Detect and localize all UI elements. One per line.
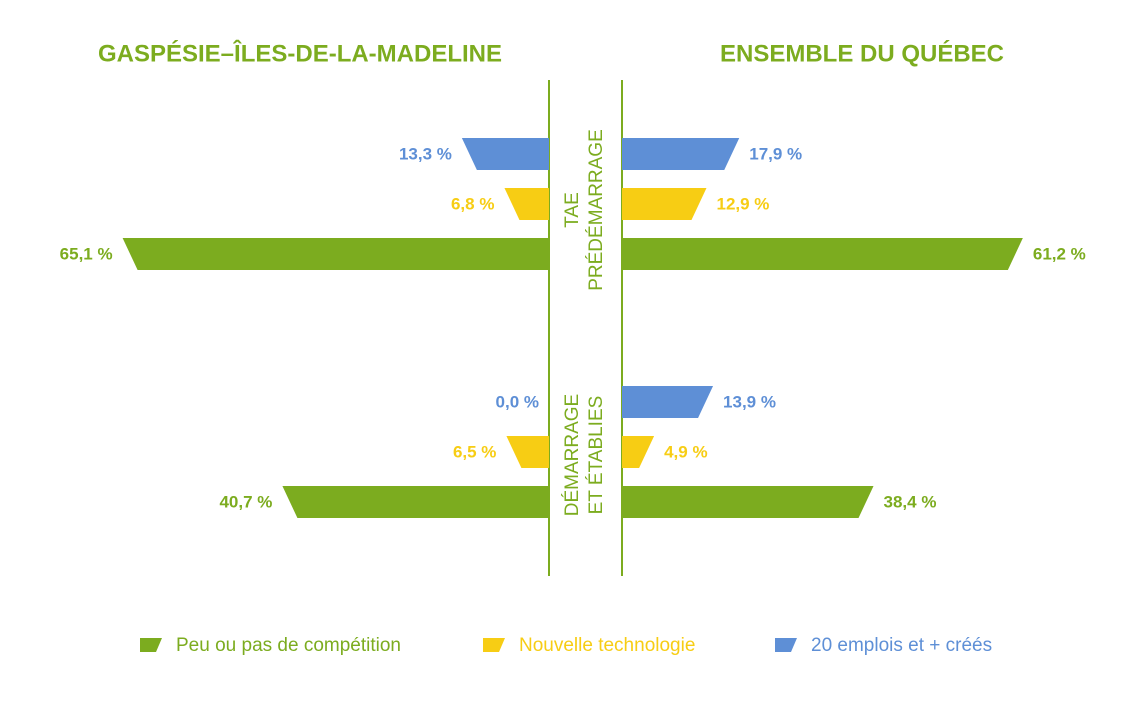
legend-label: 20 emplois et + créés [811, 635, 992, 656]
bar [506, 436, 549, 468]
panel-title: ENSEMBLE DU QUÉBEC [720, 39, 1004, 67]
data-label: 13,9 % [723, 392, 776, 411]
legend-swatch [483, 638, 505, 652]
bar [622, 436, 655, 468]
data-label: 6,8 % [451, 194, 494, 213]
data-label: 61,2 % [1033, 244, 1086, 263]
data-label: 0,0 % [496, 392, 539, 411]
category-label: ET ÉTABLIES [586, 396, 607, 515]
data-label: 13,3 % [399, 144, 452, 163]
data-label: 6,5 % [453, 442, 496, 461]
bar [622, 238, 1023, 270]
bar [461, 138, 549, 170]
bar [504, 188, 549, 220]
data-label: 40,7 % [219, 492, 272, 511]
panel-title: GASPÉSIE–ÎLES-DE-LA-MADELINE [98, 39, 502, 67]
data-label: 17,9 % [749, 144, 802, 163]
data-label: 4,9 % [664, 442, 707, 461]
bar [122, 238, 549, 270]
bar [622, 188, 707, 220]
data-label: 38,4 % [884, 492, 937, 511]
bar [282, 486, 549, 518]
legend-swatch [140, 638, 162, 652]
category-label: TAE [562, 192, 583, 228]
data-label: 65,1 % [60, 244, 113, 263]
data-label: 12,9 % [716, 194, 769, 213]
bar [622, 486, 874, 518]
legend-label: Peu ou pas de compétition [176, 635, 401, 656]
bar [622, 386, 714, 418]
legend-swatch [775, 638, 797, 652]
category-label: DÉMARRAGE [562, 394, 583, 516]
legend-label: Nouvelle technologie [519, 635, 695, 656]
bar [622, 138, 740, 170]
category-label: PRÉDÉMARRAGE [586, 129, 607, 291]
